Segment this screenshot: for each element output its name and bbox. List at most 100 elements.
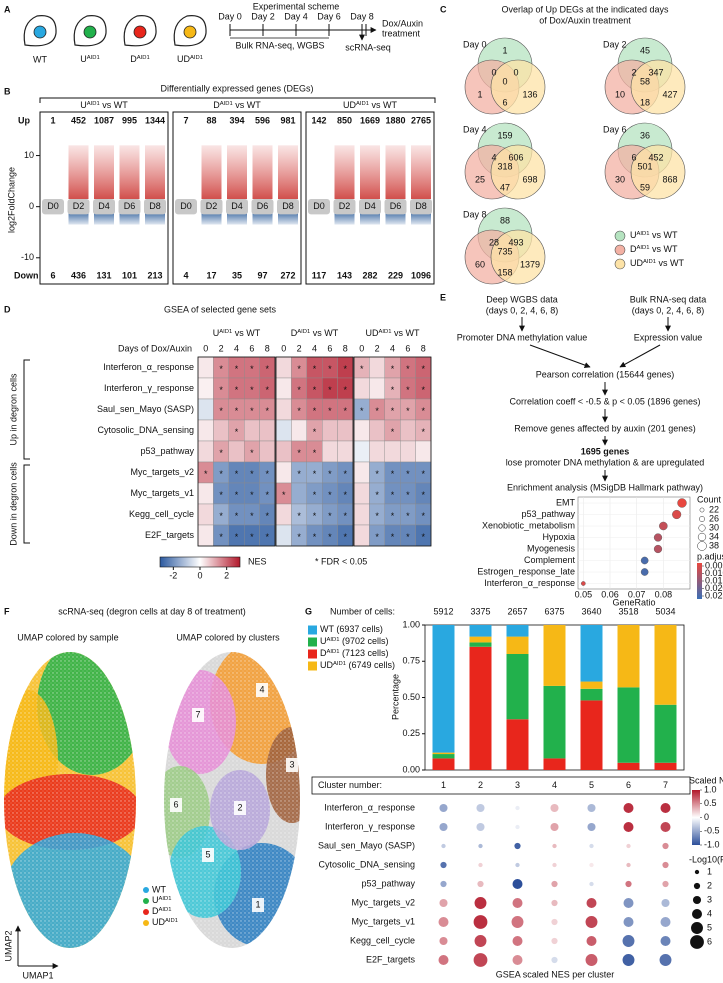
down-count: 4	[183, 270, 188, 280]
size-key	[692, 895, 702, 905]
down-cloud	[145, 211, 165, 225]
up-cloud	[411, 145, 431, 199]
fdr-star: *	[250, 490, 254, 500]
day-label: 6	[327, 343, 332, 353]
cluster-number: 6	[626, 780, 631, 790]
flow-result: 1695 genes	[581, 446, 630, 456]
dot	[439, 822, 448, 832]
dot	[550, 822, 559, 832]
day-label: D2	[73, 201, 85, 211]
heat-cell	[291, 419, 307, 442]
fdr-star: *	[391, 364, 395, 374]
flow-text: (days 0, 2, 4, 6, 8)	[486, 305, 559, 315]
panel-title: scRNA-seq (degron cells at day 8 of trea…	[58, 606, 246, 616]
row-label: Cytosolic_DNA_sensing	[97, 425, 194, 435]
flow-text: Correlation coeff < -0.5 & p < 0.05 (189…	[510, 396, 701, 406]
fdr-star: *	[391, 469, 395, 479]
dot	[587, 803, 596, 813]
nucleus	[183, 25, 197, 39]
day-label: D6	[124, 201, 136, 211]
text-part: U	[213, 328, 220, 338]
venn-count: 28	[489, 237, 499, 247]
fdr-star: *	[266, 532, 270, 542]
size-key	[699, 507, 705, 513]
text-part: UD	[630, 258, 643, 268]
y-tick-label: 10	[24, 150, 34, 160]
text-part: vs WT	[233, 100, 261, 110]
legend-label: WT (6937 cells)	[320, 624, 383, 634]
dot	[551, 899, 558, 907]
term-label: Myc_targets_v2	[351, 897, 415, 907]
heat-cell	[259, 440, 276, 463]
treatment-label: Dox/Auxin	[382, 18, 423, 28]
group-frame	[197, 356, 276, 547]
fdr-star: *	[235, 385, 239, 395]
size-key	[692, 909, 702, 919]
cluster-row-box	[311, 776, 691, 795]
fdr-star: *	[313, 406, 317, 416]
fdr-star: *	[422, 406, 426, 416]
fdr-star: *	[406, 469, 410, 479]
down-count: 17	[206, 270, 216, 280]
text-part: U	[152, 895, 159, 905]
heat-cell	[275, 377, 292, 400]
cluster-label-box	[252, 898, 264, 912]
heat-cell	[275, 419, 292, 442]
day-label: 4	[390, 343, 395, 353]
dot	[474, 935, 487, 947]
down-cloud	[360, 211, 380, 225]
venn-count: 47	[500, 182, 510, 192]
venn-count: 606	[508, 152, 523, 162]
term-label: Myc_targets_v1	[351, 916, 415, 926]
dot	[623, 822, 634, 832]
dot	[551, 918, 558, 926]
term-label: E2F_targets	[366, 954, 416, 964]
bar-segment	[580, 681, 603, 689]
up-cloud	[201, 145, 222, 199]
venn-count: 10	[615, 89, 625, 99]
superscript: AID1	[87, 55, 100, 61]
fdr-star: *	[422, 364, 426, 374]
fdr-star: *	[360, 364, 364, 374]
dot	[439, 936, 448, 946]
dot	[512, 955, 523, 965]
dot	[660, 917, 671, 927]
text-part: UD	[177, 54, 190, 64]
day-label: 6	[249, 343, 254, 353]
term-label: Saul_sen_Mayo (SASP)	[318, 840, 415, 850]
dot	[625, 880, 632, 888]
fdr-star: *	[219, 532, 223, 542]
dot	[626, 843, 631, 849]
venn-count: 36	[640, 130, 650, 140]
flow-text: Enrichment analysis (MSigDB Hallmark pat…	[507, 482, 703, 492]
row-label: E2F_targets	[145, 530, 195, 540]
term-label: Estrogen_response_late	[477, 566, 575, 576]
superscript: AID1	[356, 101, 369, 107]
axis-label: GeneRatio	[612, 597, 655, 607]
text-part: (6937 cells)	[334, 624, 383, 634]
fdr-star: *	[297, 364, 301, 374]
bar-segment	[543, 758, 566, 770]
heat-cell	[275, 524, 292, 547]
up-count: 981	[280, 115, 295, 125]
heat-cell	[369, 377, 385, 400]
ns-cloud	[93, 199, 115, 215]
side-bracket	[23, 464, 30, 544]
heat-cell	[337, 419, 354, 442]
heat-cell	[197, 440, 214, 463]
colorbar-tick-label: 2	[224, 570, 229, 580]
flow-arrow	[619, 344, 661, 368]
assay-label: Bulk RNA-seq, WGBS	[235, 40, 324, 50]
legend-label: 26	[709, 513, 719, 523]
dot	[653, 544, 663, 554]
dot	[439, 803, 448, 813]
group-frame	[275, 356, 354, 547]
cell-count: 5034	[655, 606, 675, 616]
legend-label: 4	[707, 908, 712, 918]
fdr-star: *	[250, 385, 254, 395]
fdr-star: *	[235, 490, 239, 500]
treatment-label: treatment	[382, 28, 421, 38]
legend-title: -Log10(FDR	[689, 854, 723, 864]
heat-cell	[353, 524, 370, 547]
